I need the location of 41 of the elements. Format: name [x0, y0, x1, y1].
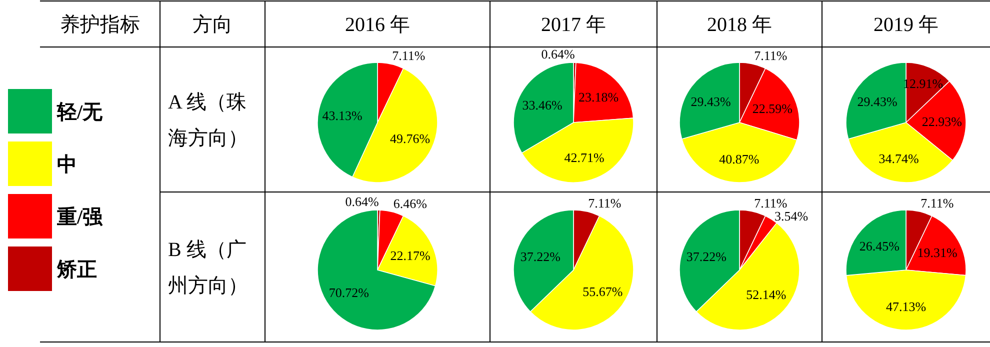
data-label: 70.72% [328, 284, 370, 300]
data-label: 47.13% [886, 299, 926, 314]
data-label: 37.22% [520, 248, 561, 264]
data-label: 19.31% [917, 245, 958, 260]
text: 2016 年 [345, 14, 410, 36]
data-label: 42.71% [564, 150, 604, 165]
data-label: 7.11% [754, 48, 788, 64]
data-label: 3.54% [774, 208, 808, 224]
legend-label: 轻/无 [56, 101, 104, 124]
text: 2018 年 [707, 14, 772, 36]
data-label: 33.46% [522, 98, 562, 113]
data-label: 49.76% [390, 130, 430, 146]
legend-label: 中 [57, 154, 77, 176]
data-label: 7.11% [920, 196, 954, 211]
data-label: 7.11% [754, 196, 788, 211]
legend-label: 矫正 [56, 258, 97, 281]
text: 养护指标 [60, 14, 140, 36]
data-label: 22.59% [752, 101, 793, 116]
data-label: 55.67% [582, 284, 623, 300]
data-label: 6.46% [393, 196, 428, 211]
legend-label: 重/强 [56, 205, 104, 228]
data-label: 43.13% [322, 108, 363, 123]
data-label: 34.74% [878, 150, 920, 166]
data-label: 29.43% [857, 94, 898, 109]
data-label: 26.45% [859, 238, 900, 254]
data-label: 29.43% [690, 94, 731, 109]
text: A 线（珠海方向） [168, 92, 248, 150]
text: 2019 年 [874, 14, 938, 36]
text: B 线（广州方向） [168, 239, 248, 297]
data-label: 22.17% [390, 248, 430, 264]
data-label: 0.64% [345, 194, 379, 210]
data-label: 0.64% [541, 46, 575, 62]
data-label: 7.11% [392, 48, 426, 64]
data-label: 22.93% [922, 114, 962, 130]
data-label: 52.14% [746, 287, 786, 302]
data-label: 40.87% [719, 152, 760, 166]
data-label: 23.18% [578, 90, 619, 105]
data-label: 7.11% [588, 196, 622, 211]
data-label: 37.22% [686, 248, 727, 264]
text: 方向 [192, 13, 232, 36]
text: 2017 年 [541, 14, 606, 36]
